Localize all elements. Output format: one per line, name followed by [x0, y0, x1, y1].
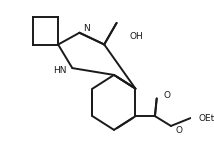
Text: OH: OH	[129, 32, 143, 41]
Text: HN: HN	[53, 66, 67, 75]
Text: O: O	[164, 91, 171, 100]
Text: OEt: OEt	[198, 114, 214, 123]
Text: O: O	[175, 126, 182, 135]
Text: N: N	[83, 24, 90, 33]
